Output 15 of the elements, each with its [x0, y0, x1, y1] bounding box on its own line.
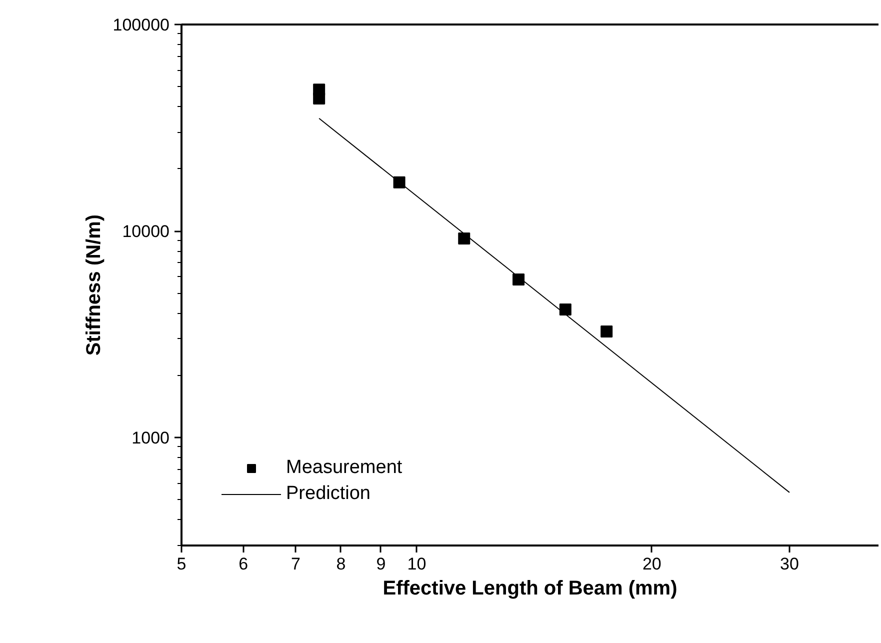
- y-tick-label: 10000: [122, 222, 170, 242]
- y-tick-label: 1000: [132, 428, 170, 448]
- y-tick-label: 100000: [112, 16, 170, 34]
- x-tick-label: 10: [407, 554, 426, 574]
- x-tick-label: 20: [642, 554, 662, 574]
- legend-label: Measurement: [286, 457, 402, 479]
- x-tick-label: 6: [238, 554, 248, 574]
- x-tick-label: 9: [376, 554, 386, 574]
- legend-label: Prediction: [286, 483, 370, 505]
- x-tick-label: 5: [176, 554, 186, 574]
- x-tick-label: 30: [780, 554, 799, 574]
- x-tick-label: 8: [336, 554, 346, 574]
- y-axis-title: Stiffness (N/m): [82, 214, 105, 356]
- x-tick-label: 7: [290, 554, 300, 574]
- x-axis-title: Effective Length of Beam (mm): [382, 578, 678, 600]
